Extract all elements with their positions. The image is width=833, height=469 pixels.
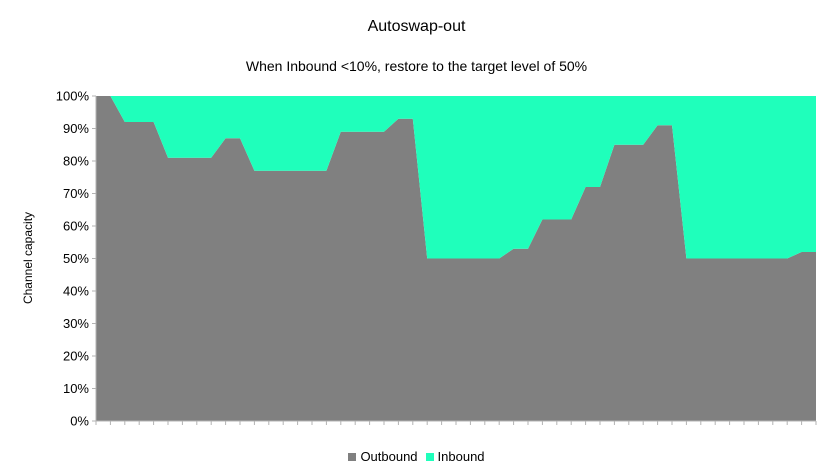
legend-swatch-inbound [425,452,434,461]
y-tick-label: 30% [63,316,89,331]
y-tick-label: 40% [63,284,89,299]
y-tick-label: 60% [63,219,89,234]
chart-subtitle: When Inbound <10%, restore to the target… [245,58,588,74]
y-tick-label: 50% [63,251,89,266]
y-tick-label: 20% [63,349,89,364]
chart-title: Autoswap-out [367,18,466,35]
y-tick-label: 70% [63,186,89,201]
legend-label-inbound: Inbound [437,449,485,464]
legend-label-outbound: Outbound [360,449,418,464]
y-tick-label: 0% [70,414,89,429]
y-tick-label: 100% [56,89,90,104]
y-tick-label: 90% [63,121,89,136]
y-tick-label: 80% [63,154,89,169]
legend-swatch-outbound [348,452,357,461]
legend-item-inbound: Inbound [425,449,485,464]
legend-item-outbound: Outbound [348,449,418,464]
area-series-inbound [96,96,816,259]
legend: Outbound Inbound [0,449,833,464]
y-tick-label: 10% [63,381,89,396]
